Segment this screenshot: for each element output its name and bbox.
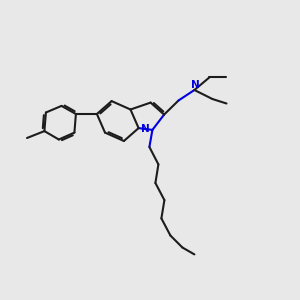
Text: N: N	[190, 80, 200, 90]
Text: N: N	[141, 124, 150, 134]
